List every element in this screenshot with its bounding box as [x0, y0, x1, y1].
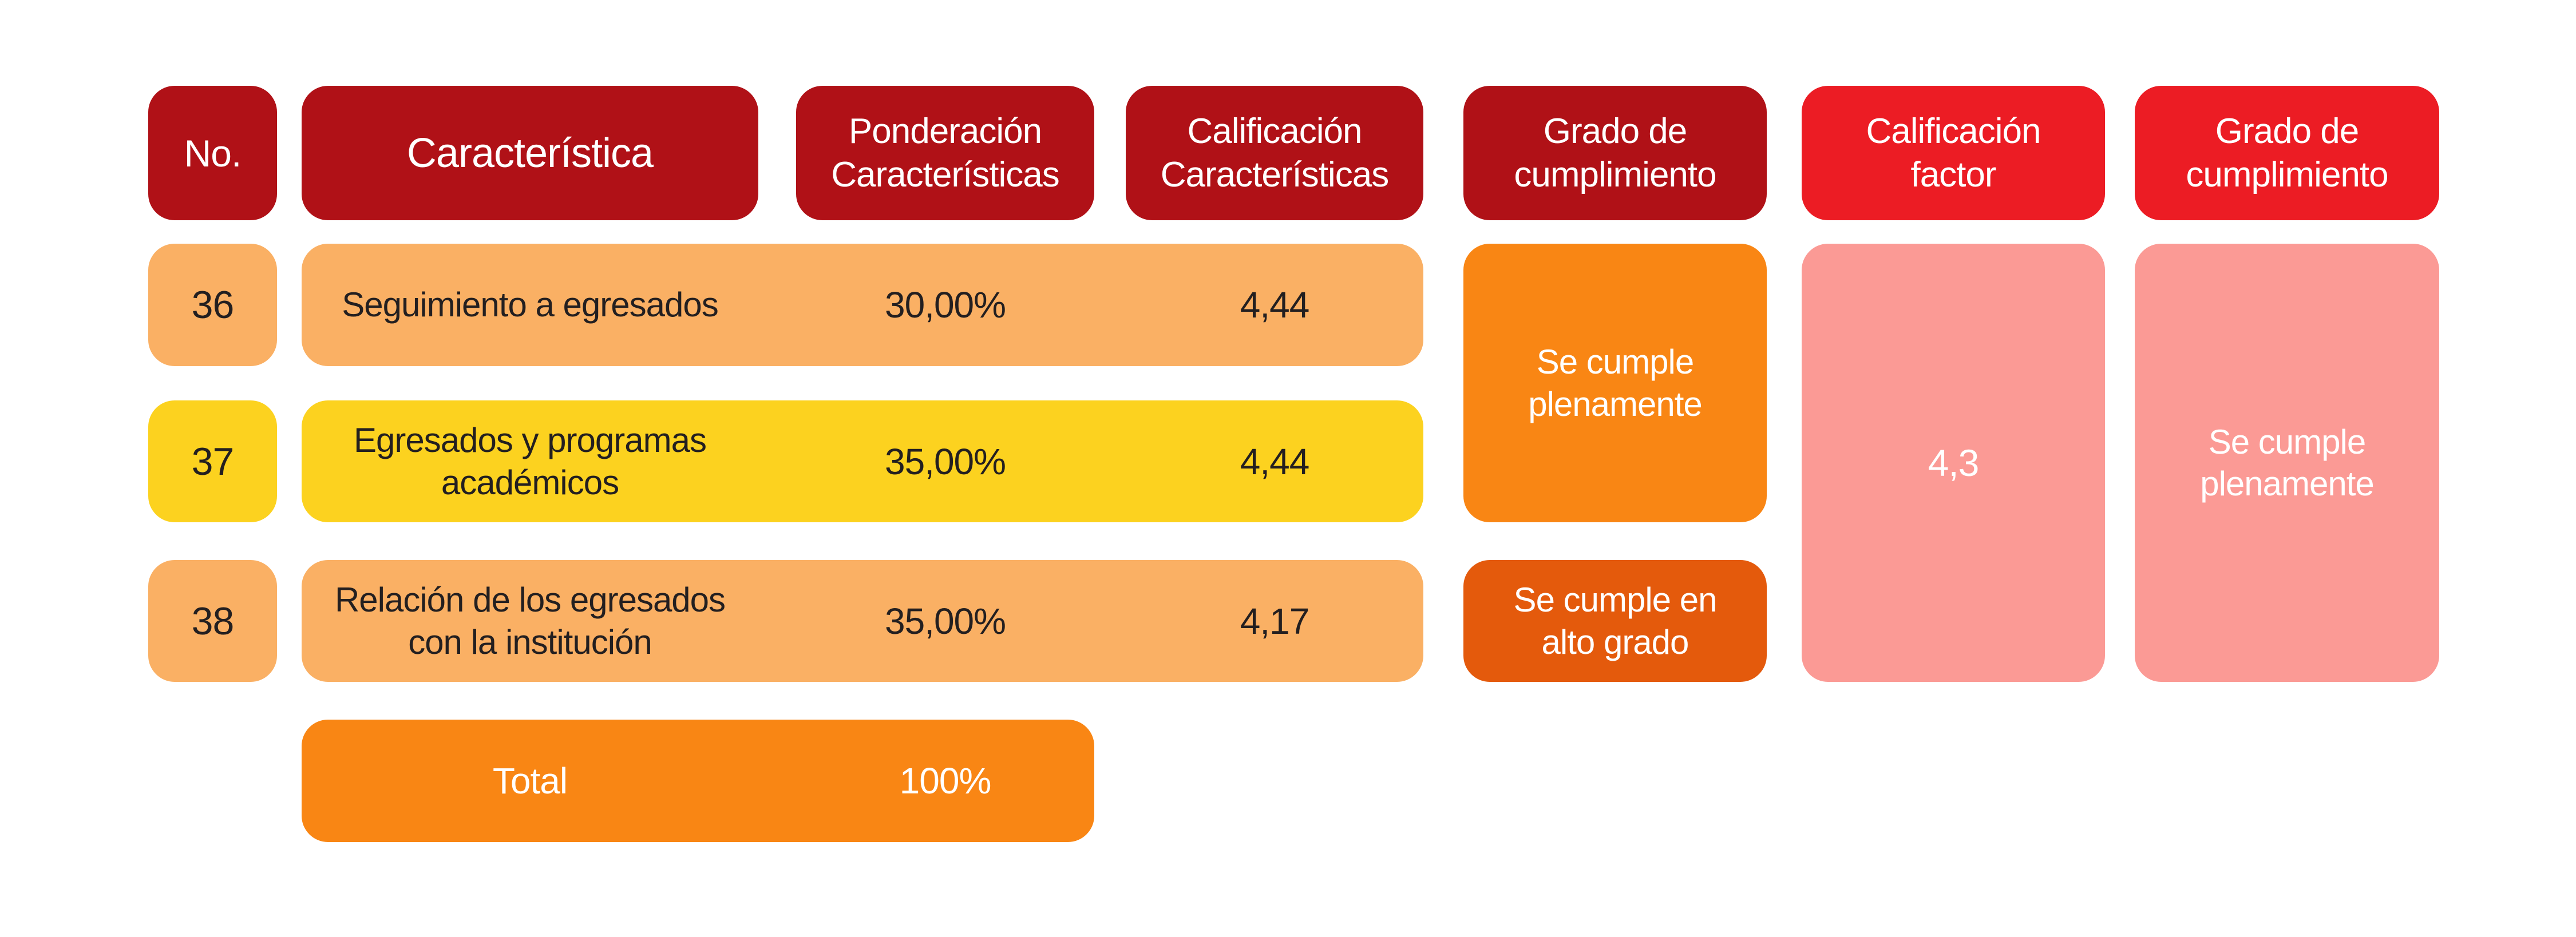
row-36-calificacion: 4,44: [1240, 284, 1310, 325]
row-37-calificacion: 4,44: [1240, 440, 1310, 482]
grado-cumplimiento-cell-rows-36-37: Se cumple plenamente: [1463, 244, 1767, 522]
header-cell-caracteristica: Característica: [302, 86, 758, 220]
header-cell-calificacion: Calificación Características: [1126, 86, 1423, 220]
row-38-ponderacion: 35,00%: [884, 600, 1006, 642]
calificacion-factor-value: 4,3: [1928, 442, 1980, 484]
row-38-number: 38: [191, 599, 235, 643]
header-cell-grado-cumplimiento: Grado de cumplimiento: [1463, 86, 1767, 220]
row-37-number-cell: 37: [148, 400, 277, 522]
grado-cumplimiento-factor-cell: Se cumple plenamente: [2135, 244, 2439, 682]
row-38-number-cell: 38: [148, 560, 277, 682]
row-36-number: 36: [191, 283, 235, 327]
row-37-name: Egresados y programas académicos: [354, 421, 707, 502]
row-36-ponderacion: 30,00%: [884, 284, 1006, 325]
header-label-ponderacion: Ponderación Características: [831, 111, 1059, 194]
grado-cumplimiento-rows-36-37-label: Se cumple plenamente: [1528, 343, 1703, 423]
row-38-name: Relación de los egresados con la institu…: [334, 581, 726, 661]
row-36-bar: Seguimiento a egresados 30,00% 4,44: [302, 244, 1423, 366]
grado-cumplimiento-cell-row-38: Se cumple en alto grado: [1463, 560, 1767, 682]
row-38-calificacion: 4,17: [1240, 600, 1310, 642]
header-label-calificacion: Calificación Características: [1160, 111, 1389, 194]
row-36-number-cell: 36: [148, 244, 277, 366]
header-label-grado-cumplimiento-factor: Grado de cumplimiento: [2186, 111, 2388, 194]
row-38-bar: Relación de los egresados con la institu…: [302, 560, 1423, 682]
row-37-number: 37: [191, 439, 235, 483]
row-36-name: Seguimiento a egresados: [342, 285, 718, 324]
total-label: Total: [492, 760, 568, 801]
calificacion-factor-cell: 4,3: [1802, 244, 2105, 682]
grado-cumplimiento-row-38-label: Se cumple en alto grado: [1513, 581, 1718, 661]
header-cell-ponderacion: Ponderación Características: [796, 86, 1094, 220]
header-label-grado-cumplimiento: Grado de cumplimiento: [1514, 111, 1716, 194]
header-label-calificacion-factor: Calificación factor: [1866, 111, 2041, 194]
header-cell-calificacion-factor: Calificación factor: [1802, 86, 2105, 220]
row-37-ponderacion: 35,00%: [884, 440, 1006, 482]
grado-cumplimiento-factor-label: Se cumple plenamente: [2200, 422, 2375, 503]
header-label-caracteristica: Característica: [406, 130, 654, 176]
header-label-no: No.: [184, 132, 242, 174]
total-value: 100%: [899, 760, 992, 801]
row-37-bar: Egresados y programas académicos 35,00% …: [302, 400, 1423, 522]
total-bar: Total 100%: [302, 720, 1094, 842]
header-cell-no: No.: [148, 86, 277, 220]
header-cell-grado-cumplimiento-factor: Grado de cumplimiento: [2135, 86, 2439, 220]
